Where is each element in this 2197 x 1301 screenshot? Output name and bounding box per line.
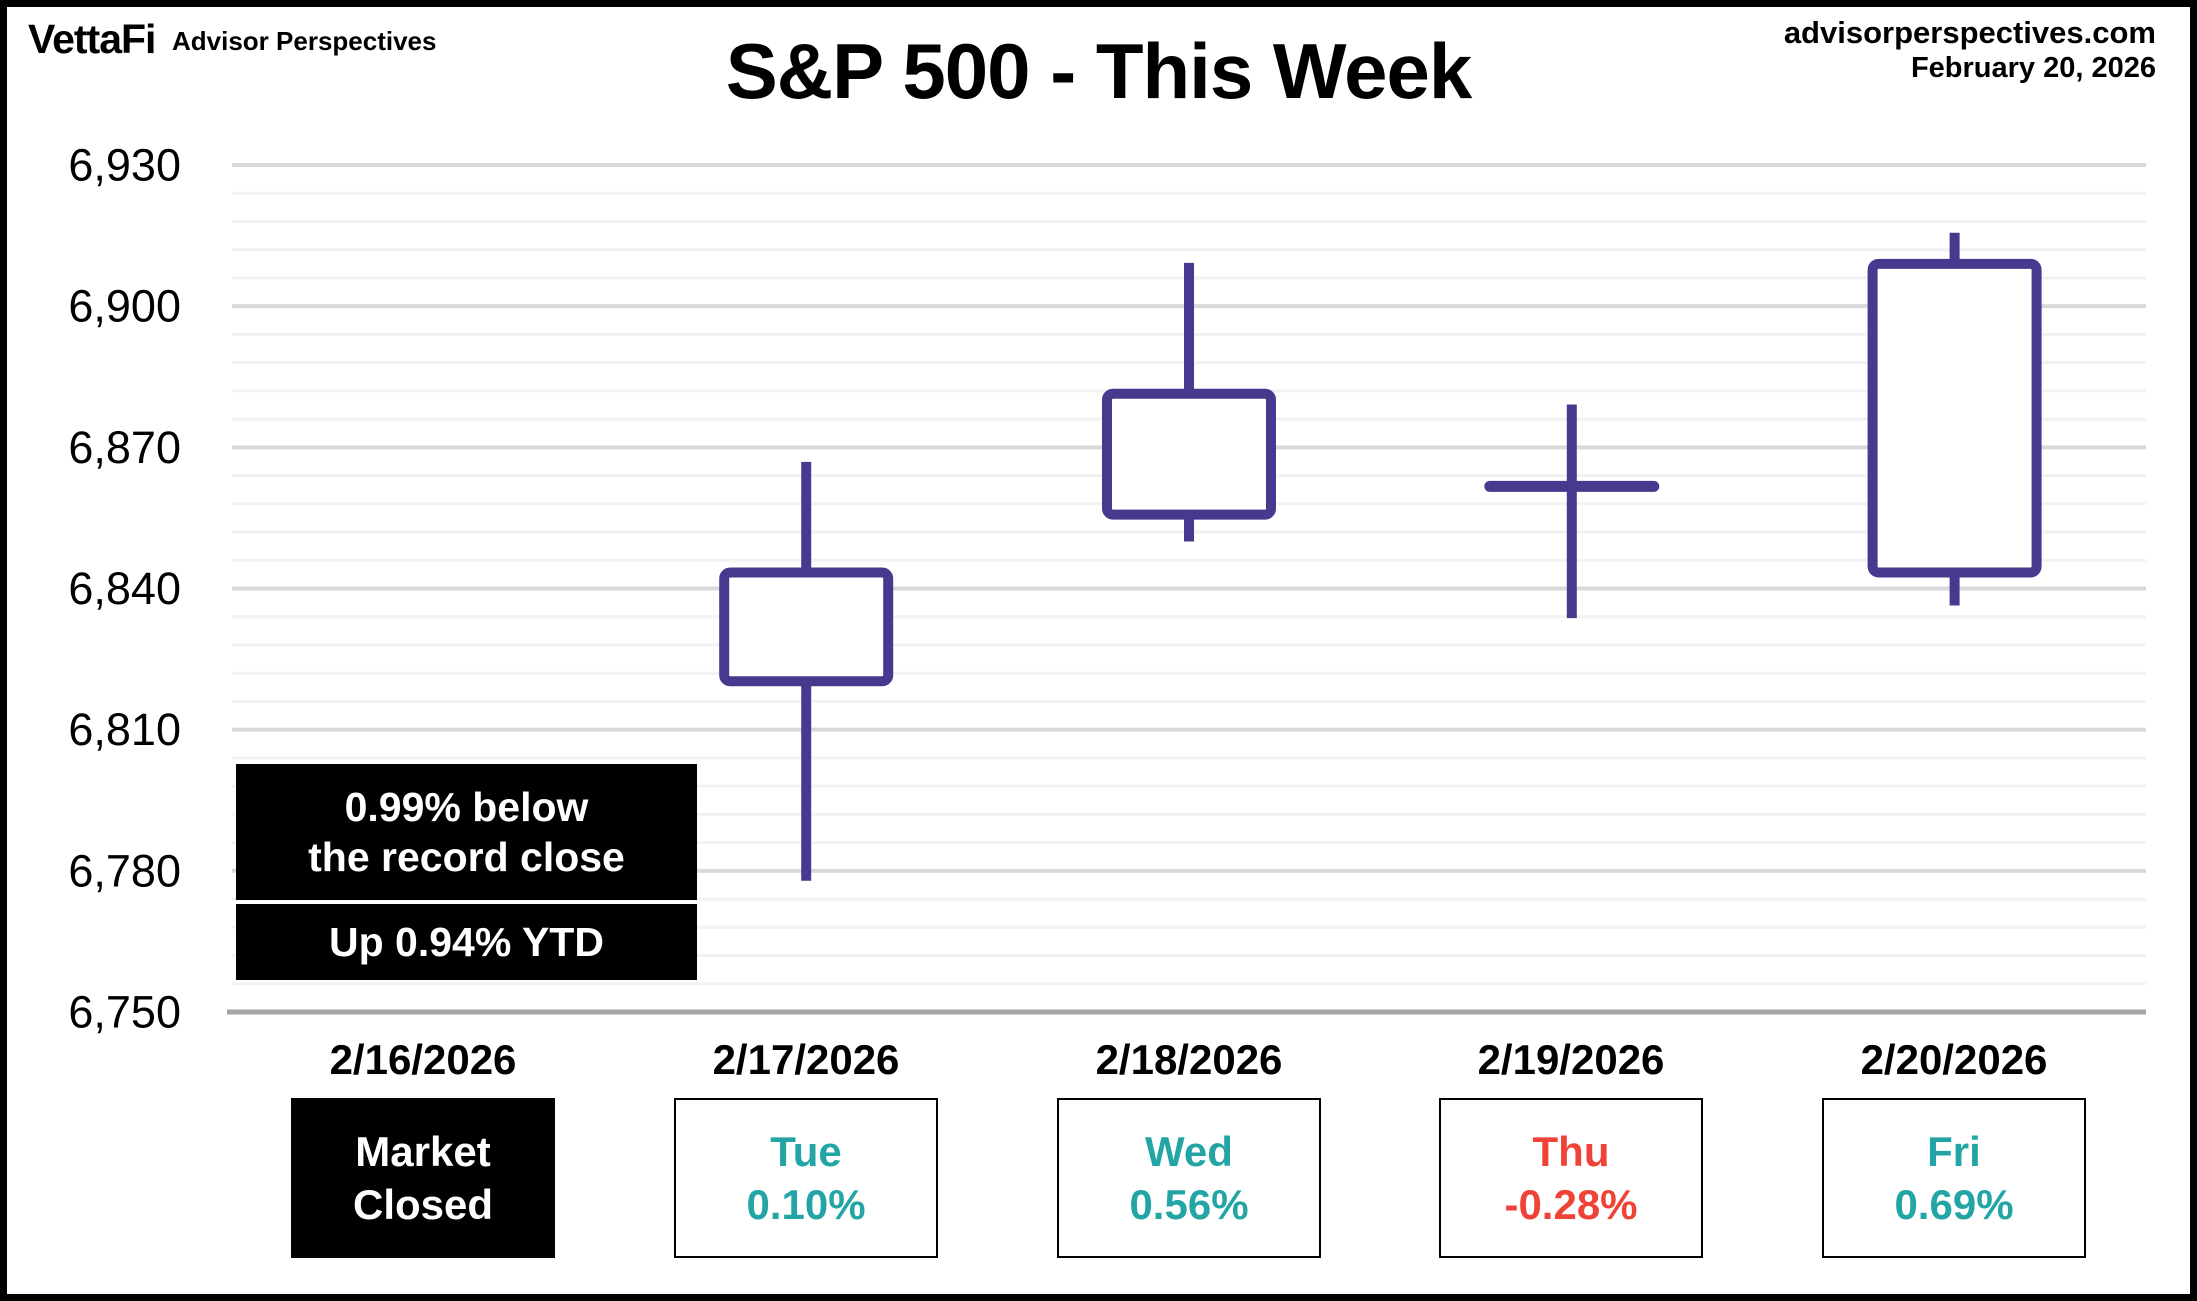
record-close-annotation: 0.99% below the record close <box>236 764 697 900</box>
source-date: February 20, 2026 <box>1910 52 2156 84</box>
record-close-line2: the record close <box>308 834 625 880</box>
y-tick-6780: 6,780 <box>68 845 181 896</box>
day-box-wed: Wed 0.56% <box>1057 1098 1321 1258</box>
day-box-line1: Market <box>355 1128 491 1175</box>
y-tick-6810: 6,810 <box>68 704 181 755</box>
y-tick-6870: 6,870 <box>68 422 181 473</box>
candle-wed <box>1102 262 1276 542</box>
y-axis-labels: 6,930 6,900 6,870 6,840 6,810 6,780 6,750 <box>68 140 181 1038</box>
x-label-date-0: 2/16/2026 <box>329 1036 517 1083</box>
x-label-date-4: 2/20/2026 <box>1860 1036 2048 1083</box>
day-box-tue: Tue 0.10% <box>674 1098 938 1258</box>
ytd-line: Up 0.94% YTD <box>329 919 604 965</box>
day-change: 0.69% <box>1894 1181 2014 1228</box>
day-change: 0.56% <box>1129 1181 1249 1228</box>
candle-thu <box>1484 404 1660 619</box>
candle-tue <box>719 461 894 881</box>
candles <box>719 232 2042 881</box>
candle-body <box>1102 388 1276 520</box>
day-name: Thu <box>1532 1128 1610 1175</box>
day-box-line2: Closed <box>352 1181 494 1228</box>
candle-body <box>1867 258 2042 578</box>
y-tick-6900: 6,900 <box>68 281 181 332</box>
page-title: S&P 500 - This Week <box>725 27 1472 115</box>
day-name: Wed <box>1145 1128 1233 1175</box>
record-close-line1: 0.99% below <box>344 784 589 830</box>
source-block: advisorperspectives.com February 20, 202… <box>1784 14 2156 85</box>
brand-suffix: Advisor Perspectives <box>172 26 437 56</box>
day-name: Tue <box>770 1128 842 1175</box>
x-label-date-1: 2/17/2026 <box>712 1036 900 1083</box>
candle-body <box>719 567 894 687</box>
day-box-thu: Thu -0.28% <box>1439 1098 1703 1258</box>
day-box-fri: Fri 0.69% <box>1822 1098 2086 1258</box>
ytd-annotation: Up 0.94% YTD <box>236 904 697 980</box>
y-tick-6840: 6,840 <box>68 563 181 614</box>
y-tick-6930: 6,930 <box>68 140 181 191</box>
day-box-market-closed: Market Closed <box>291 1098 555 1258</box>
x-label-date-3: 2/19/2026 <box>1477 1036 1665 1083</box>
day-change: 0.10% <box>746 1181 866 1228</box>
x-label-date-2: 2/18/2026 <box>1095 1036 1283 1083</box>
day-change: -0.28% <box>1504 1181 1638 1228</box>
day-name: Fri <box>1927 1128 1981 1175</box>
vettafi-logo: VettaFi <box>28 16 156 62</box>
candle-fri <box>1867 232 2042 606</box>
source-url: advisorperspectives.com <box>1783 15 2156 50</box>
y-tick-6750: 6,750 <box>68 987 181 1038</box>
